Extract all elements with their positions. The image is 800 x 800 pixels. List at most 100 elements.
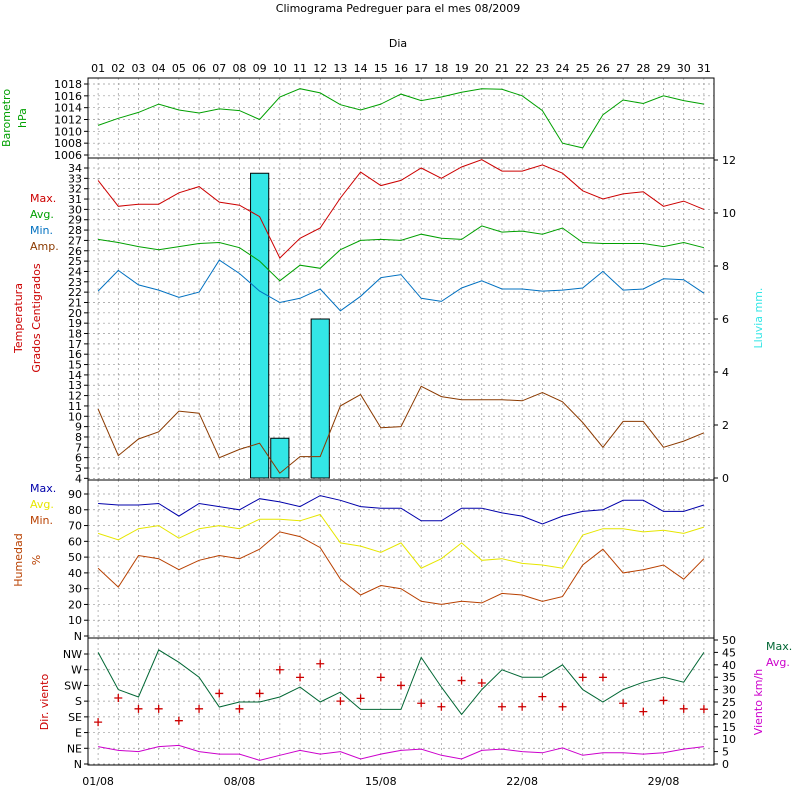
temp-y-tick-label: 13 (68, 379, 82, 392)
day-tick-label: 14 (354, 62, 368, 75)
day-tick-label: 01 (91, 62, 105, 75)
day-tick-label: 06 (192, 62, 206, 75)
day-tick-label: 23 (535, 62, 549, 75)
baro-y-tick-label: 1016 (54, 90, 82, 103)
wind-direction-marker (457, 676, 466, 685)
wind-direction-marker (154, 704, 163, 713)
temp-y-tick-label: 26 (68, 245, 82, 258)
wind-direction-marker (336, 697, 345, 706)
hum-legend-label: Avg. (30, 498, 54, 511)
day-tick-label: 09 (253, 62, 267, 75)
temp-legend-label: Max. (30, 192, 56, 205)
temp-y-tick-label: 15 (68, 359, 82, 372)
wind-speed-tick-label: 15 (722, 721, 736, 734)
wind-direction-markers (94, 659, 708, 727)
wind-direction-marker (639, 707, 648, 716)
hum-y-tick-label: 40 (68, 567, 82, 580)
wind-dir-tick-label: SE (68, 711, 82, 724)
wind-dir-tick-label: W (71, 664, 82, 677)
baro-y-tick-label: 1014 (54, 102, 82, 115)
temp-y-tick-label: 33 (68, 172, 82, 185)
temp-amp-line (97, 385, 705, 474)
wind-dir-tick-label: N (74, 758, 82, 771)
rain-y-tick-label: 8 (722, 260, 729, 273)
day-tick-label: 22 (515, 62, 529, 75)
temp-y-tick-label: 20 (68, 307, 82, 320)
temp-y-tick-label: 4 (75, 472, 82, 485)
wind-direction-marker (538, 692, 547, 701)
wind-dir-tick-label: S (75, 695, 82, 708)
temp-y-tick-label: 6 (75, 452, 82, 465)
hum-min-line (97, 531, 705, 605)
temp-avg-line (98, 225, 705, 282)
day-tick-label: 19 (455, 62, 469, 75)
temp-y-tick-label: 28 (68, 224, 82, 237)
date-tick-label: 29/08 (648, 775, 680, 788)
wind-max-line (97, 649, 705, 716)
temp-y-tick-label: 17 (68, 338, 82, 351)
day-tick-label: 05 (172, 62, 186, 75)
hum-y-tick-label: 60 (68, 535, 82, 548)
temp-y-tick-label: 27 (68, 234, 82, 247)
hum-y-tick-label: 30 (68, 583, 82, 596)
hum-y-tick-label: N (74, 630, 82, 643)
temp-min-line (97, 259, 705, 312)
wind-dir-tick-label: NE (67, 742, 82, 755)
temp-y-tick-label: 5 (75, 462, 82, 475)
hum-legend-label: Min. (30, 514, 53, 527)
wind-speed-tick-label: 35 (722, 671, 736, 684)
baro-y-tick-label: 1006 (54, 149, 82, 162)
temp-y-tick-label: 30 (68, 203, 82, 216)
temp-y-tick-label: 31 (68, 193, 82, 206)
wind-direction-marker (316, 659, 325, 668)
hum-ylabel-unit: % (30, 555, 43, 565)
panel-frames (84, 77, 718, 766)
wind-direction-marker (275, 665, 284, 674)
temp-y-tick-label: 32 (68, 183, 82, 196)
temp-y-tick-label: 23 (68, 276, 82, 289)
day-tick-label: 15 (374, 62, 388, 75)
hum-y-tick-label: 20 (68, 598, 82, 611)
day-tick-label: 18 (434, 62, 448, 75)
day-tick-label: 26 (596, 62, 610, 75)
day-tick-label: 27 (616, 62, 630, 75)
wind-direction-marker (598, 673, 607, 682)
temp-y-tick-label: 21 (68, 296, 82, 309)
temp-max-line (97, 159, 705, 259)
hum-legend-label: Max. (30, 482, 56, 495)
wind-dir-ylabel: Dir. viento (38, 674, 51, 731)
temp-legend-label: Min. (30, 224, 53, 237)
wind-legend-label: Max. (766, 640, 792, 653)
rain-bars (250, 172, 330, 479)
wind-direction-marker (235, 704, 244, 713)
temp-ylabel-unit: Grados Centigrados (30, 263, 43, 372)
wind-speed-tick-label: 5 (722, 746, 729, 759)
rain-y-tick-label: 12 (722, 154, 736, 167)
temp-y-tick-label: 16 (68, 348, 82, 361)
temp-y-tick-label: 29 (68, 214, 82, 227)
temp-y-tick-label: 14 (68, 369, 82, 382)
hum-y-tick-label: 70 (68, 520, 82, 533)
temp-y-tick-label: 24 (68, 265, 82, 278)
top-axis-label: Dia (389, 37, 407, 50)
grid-lines (88, 78, 714, 765)
temp-y-tick-label: 7 (75, 441, 82, 454)
wind-direction-marker (699, 705, 708, 714)
chart-title: Climograma Pedreguer para el mes 08/2009 (276, 2, 520, 15)
temp-y-tick-label: 34 (68, 162, 82, 175)
hum-max-line (98, 495, 705, 525)
wind-legend-label: Avg. (766, 656, 790, 669)
wind-direction-marker (437, 702, 446, 711)
rain-bar (250, 172, 270, 479)
temp-y-tick-label: 11 (68, 400, 82, 413)
wind-direction-marker (397, 681, 405, 690)
wind-speed-tick-label: 50 (722, 634, 736, 647)
axis-labels: 01 02 03 04 05 06 07 08 09 10 11 12 13 14 15 16 17 18 19 20… (0, 62, 792, 788)
rain-y-tick-label: 4 (722, 366, 729, 379)
wind-direction-marker (215, 689, 224, 698)
wind-direction-marker (619, 699, 628, 708)
wind-speed-tick-label: 10 (722, 733, 736, 746)
wind-speed-tick-label: 25 (722, 696, 736, 709)
rain-bar (310, 318, 330, 479)
